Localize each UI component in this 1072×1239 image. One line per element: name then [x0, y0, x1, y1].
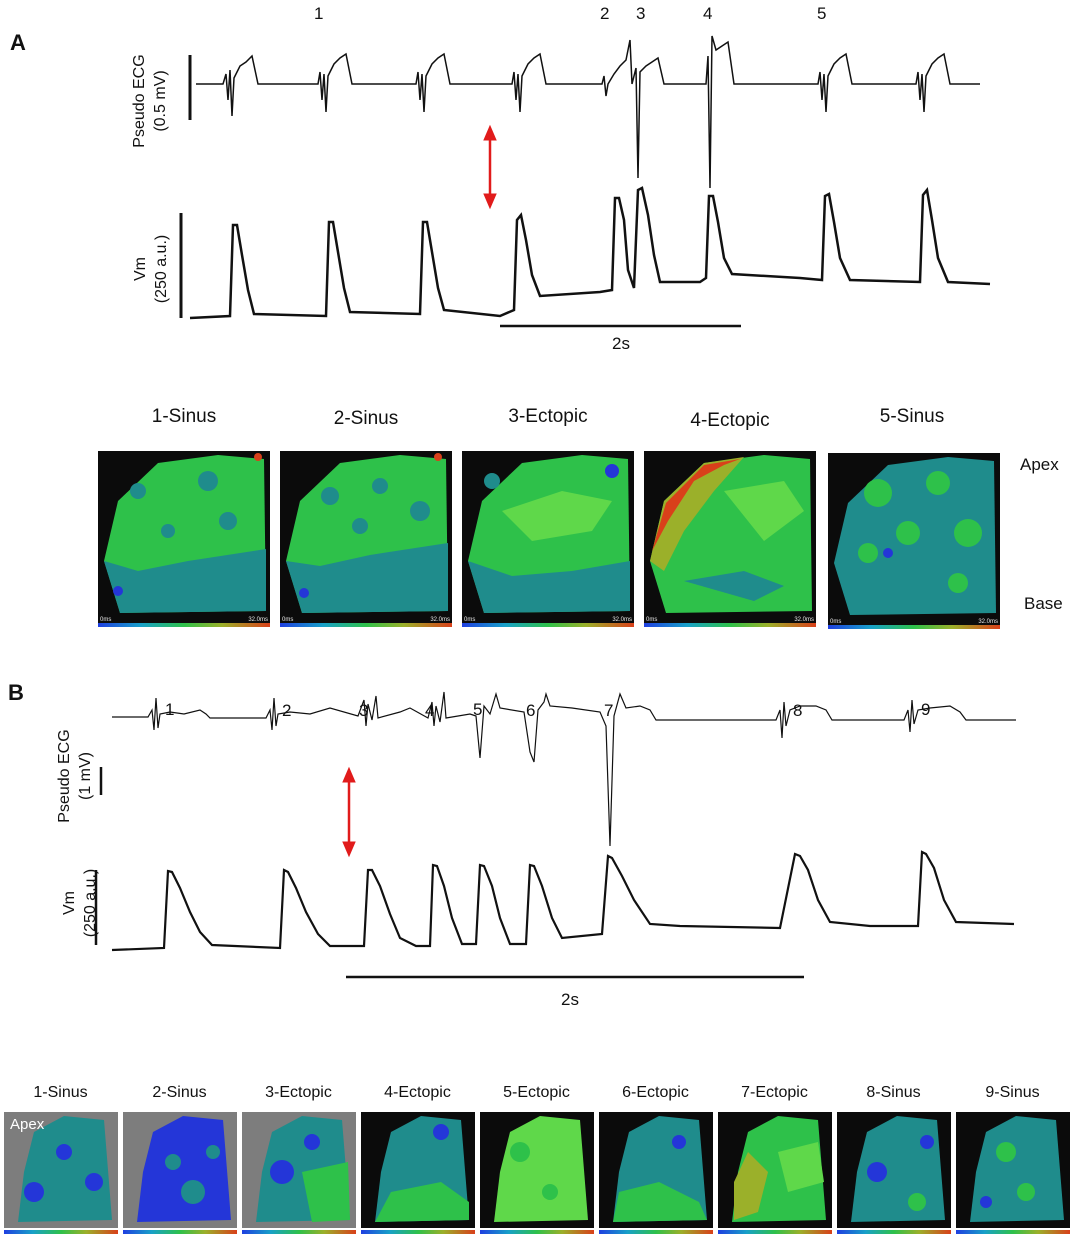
panel-a-traces: [179, 35, 991, 328]
panel-b-map-title: 9-Sinus: [985, 1084, 1040, 1101]
colorbar: 0ms 32.0ms: [462, 617, 634, 627]
activation-map: [480, 1112, 594, 1228]
panel-a-time-scale-label: 2s: [612, 334, 630, 353]
panel-a-letter: A: [10, 30, 26, 55]
panel-a-map-title: 3-Ectopic: [508, 406, 588, 427]
panel-b-beat-number: 6: [526, 701, 536, 720]
panel-b-beat-number: 5: [473, 700, 483, 719]
colorbar: [956, 1230, 1070, 1234]
activation-map: [718, 1112, 832, 1228]
panel-b-letter: B: [8, 680, 24, 705]
activation-map: [242, 1112, 356, 1228]
colorbar: 0ms 32.0ms: [98, 617, 270, 627]
activation-map: [361, 1112, 475, 1228]
panel-b-beat-number: 3: [359, 701, 369, 720]
activation-map: Apex: [4, 1112, 118, 1228]
panel-b-map-title: 1-Sinus: [33, 1084, 88, 1101]
activation-map: [837, 1112, 951, 1228]
panel-a-beat-number: 1: [314, 4, 324, 23]
vm-trace: [189, 186, 991, 320]
red-double-arrow: [483, 124, 497, 210]
activation-map: [98, 451, 270, 617]
colorbar: [599, 1230, 713, 1234]
activation-map: [462, 451, 634, 617]
panel-b-map-title: 8-Sinus: [866, 1084, 921, 1101]
activation-map: [280, 451, 452, 617]
colorbar: [718, 1230, 832, 1234]
colorbar: [480, 1230, 594, 1234]
activation-map: [123, 1112, 237, 1228]
panel-a-map-title: 1-Sinus: [151, 406, 217, 427]
pseudo-ecg-trace: [196, 35, 980, 189]
panel-b-map-title: 5-Ectopic: [503, 1084, 570, 1101]
panel-b-map-title: 6-Ectopic: [622, 1084, 689, 1101]
colorbar: [123, 1230, 237, 1234]
panel-a-beat-number: 3: [636, 4, 646, 23]
activation-map: [599, 1112, 713, 1228]
panel-b-beat-number: 2: [282, 701, 292, 720]
colorbar: [4, 1230, 118, 1234]
red-double-arrow: [342, 766, 356, 858]
colorbar: 0ms 32.0ms: [828, 619, 1000, 629]
vm-trace: [111, 850, 1015, 952]
activation-map: [644, 451, 816, 617]
panel-a-beat-number: 5: [817, 4, 827, 23]
panel-b-traces: [94, 691, 1016, 979]
apex-label: Apex: [1020, 455, 1059, 474]
panel-a-beat-number: 2: [600, 4, 610, 23]
pseudo-ecg-trace: [112, 691, 1016, 847]
colorbar: [361, 1230, 475, 1234]
panel-a-map-title: 2-Sinus: [333, 408, 399, 429]
panel-b-beat-number: 7: [604, 701, 614, 720]
activation-map: [956, 1112, 1070, 1228]
panel-a-map-title: 5-Sinus: [879, 406, 945, 427]
panel-b-map-title: 3-Ectopic: [265, 1084, 332, 1101]
panel-b-apex-label: Apex: [10, 1116, 45, 1133]
colorbar: [242, 1230, 356, 1234]
panel-b-beat-number: 9: [921, 700, 931, 719]
panel-b-map-title: 2-Sinus: [152, 1084, 207, 1101]
colorbar: 0ms 32.0ms: [280, 617, 452, 627]
panel-b-beat-number: 8: [793, 701, 803, 720]
panel-b-map-title: 4-Ectopic: [384, 1084, 451, 1101]
activation-map: [828, 453, 1000, 619]
colorbar: [837, 1230, 951, 1234]
panel-b-map-title: 7-Ectopic: [741, 1084, 808, 1101]
colorbar: 0ms 32.0ms: [644, 617, 816, 627]
panel-a-beat-number: 4: [703, 4, 713, 23]
base-label: Base: [1024, 594, 1063, 613]
panel-b-beat-number: 1: [165, 700, 175, 719]
panel-a-map-title: 4-Ectopic: [690, 410, 770, 431]
panel-b-time-scale-label: 2s: [561, 990, 579, 1009]
